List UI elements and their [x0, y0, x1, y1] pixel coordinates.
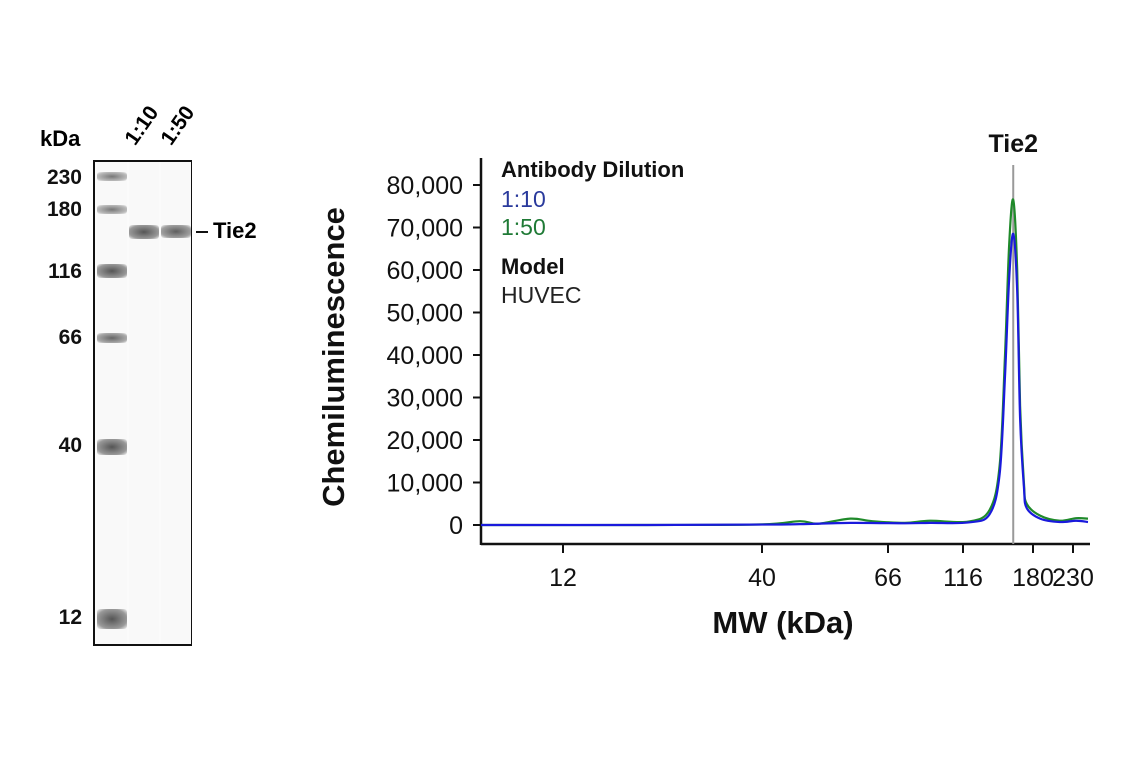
- lane-1-50: [161, 162, 191, 644]
- marker-label: 66: [58, 326, 82, 349]
- axes: [479, 158, 1090, 546]
- legend-title: Antibody Dilution: [501, 157, 684, 182]
- series-line-1-10: [480, 232, 1089, 527]
- tie2-band: [129, 225, 159, 239]
- ladder-band: [97, 333, 127, 343]
- kda-label: kDa: [40, 126, 81, 151]
- x-tick-label: 116: [943, 564, 983, 592]
- band-label-tie2: Tie2: [213, 218, 257, 243]
- ladder-band: [97, 172, 127, 181]
- y-tick-label: 40,000: [387, 342, 463, 370]
- legend-entry-1-10: 1:10: [501, 186, 546, 212]
- y-tick-label: 80,000: [387, 172, 463, 200]
- x-axis-title: MW (kDa): [712, 605, 853, 640]
- y-tick-label: 10,000: [387, 470, 463, 498]
- marker-label: 180: [46, 198, 82, 221]
- tie2-annotation: Tie2: [988, 130, 1038, 158]
- y-axis-title: Chemiluminescence: [316, 207, 351, 507]
- band-pointer-line: [196, 231, 208, 233]
- ladder-band: [97, 205, 127, 214]
- ladder-band: [97, 264, 127, 278]
- ladder-lane: [97, 162, 127, 644]
- y-tick-label: 20,000: [387, 427, 463, 455]
- lane-1-10: [129, 162, 159, 644]
- y-tick-label: 30,000: [387, 385, 463, 413]
- x-tick-label: 66: [874, 564, 902, 592]
- marker-label: 116: [48, 260, 82, 283]
- x-tick-label: 180: [1012, 564, 1054, 592]
- y-tick-label: 60,000: [387, 257, 463, 285]
- x-tick-label: 40: [748, 564, 776, 592]
- legend-entry-1-50: 1:50: [501, 214, 546, 240]
- series-line-1-50: [480, 198, 1089, 527]
- marker-label: 40: [58, 434, 82, 457]
- legend-model-title: Model: [501, 254, 565, 279]
- x-tick-label: 12: [549, 564, 577, 592]
- marker-label: 230: [46, 166, 82, 189]
- y-tick-label: 50,000: [387, 300, 463, 328]
- tie2-band: [161, 225, 191, 238]
- legend-model-value: HUVEC: [501, 282, 582, 308]
- gel-image: [93, 160, 192, 646]
- ladder-band: [97, 439, 127, 455]
- y-tick-label: 0: [449, 512, 463, 540]
- marker-label: 12: [58, 606, 82, 629]
- y-tick-label: 70,000: [387, 215, 463, 243]
- x-tick-label: 230: [1052, 564, 1094, 592]
- ladder-band: [97, 609, 127, 629]
